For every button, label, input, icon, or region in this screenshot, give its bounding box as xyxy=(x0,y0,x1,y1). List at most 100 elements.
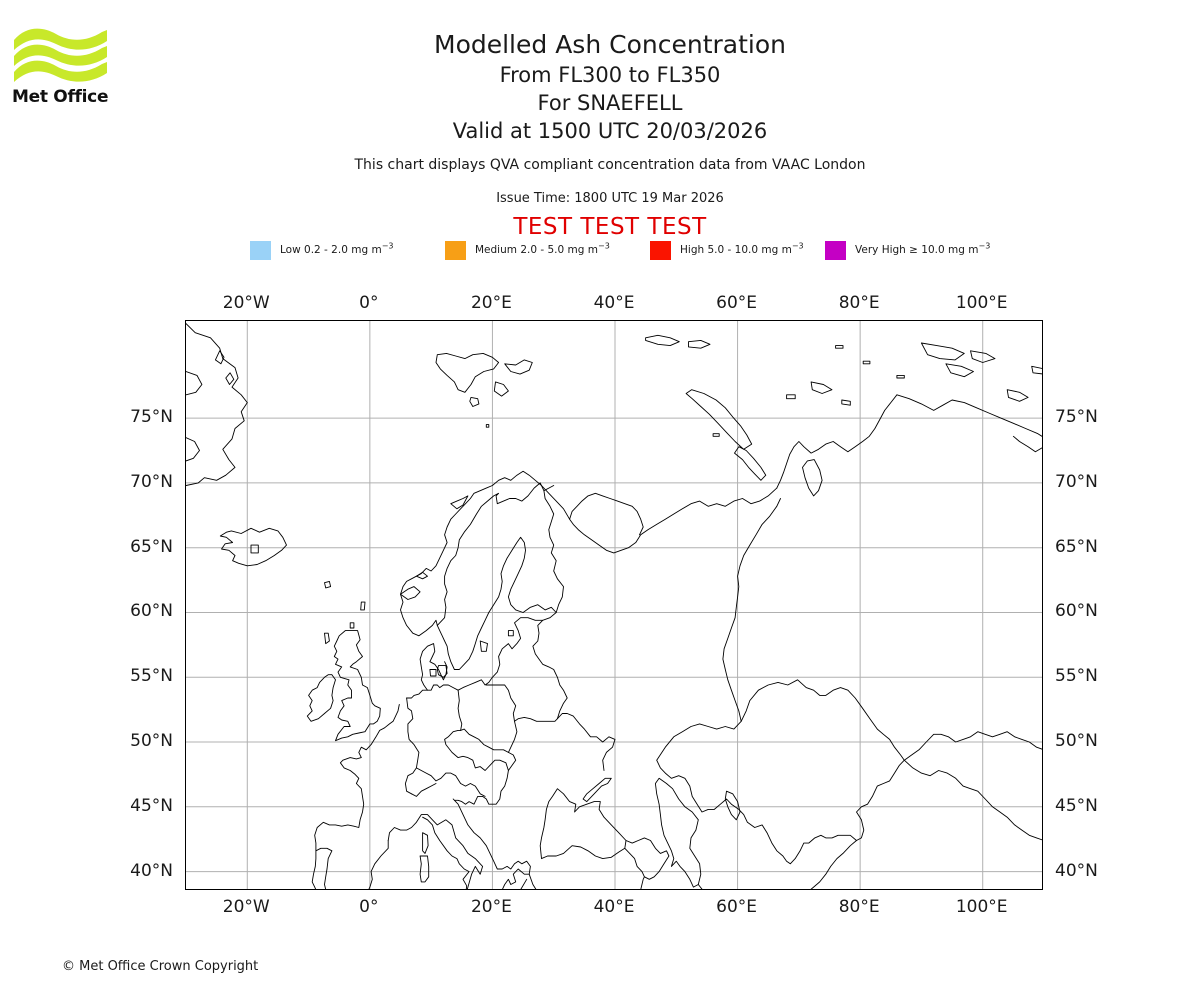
met-office-wave-icon xyxy=(14,28,107,82)
coastline-path-0 xyxy=(186,323,248,486)
coastline-path-9 xyxy=(485,424,490,428)
coastline-path-48 xyxy=(528,873,645,889)
coastline-path-58 xyxy=(422,832,429,854)
coastline-path-8 xyxy=(469,396,480,407)
coastline-path-45 xyxy=(724,790,741,821)
lat-tick-left-0: 40°N xyxy=(130,860,173,881)
coastline-path-49 xyxy=(444,689,509,805)
concentration-legend: Low 0.2 - 2.0 mg m−3 Medium 2.0 - 5.0 mg … xyxy=(250,240,990,260)
lon-tick-top-3: 40°E xyxy=(593,293,635,313)
coastline-path-63 xyxy=(722,498,781,722)
coastline-path-24 xyxy=(400,470,571,691)
legend-swatch-1 xyxy=(445,240,466,260)
coastline-path-26 xyxy=(415,571,428,580)
legend-item-2: High 5.0 - 10.0 mg m−3 xyxy=(650,240,804,260)
coastline-path-38 xyxy=(311,704,400,889)
coastline-path-78 xyxy=(697,840,857,889)
lat-tick-left-1: 45°N xyxy=(130,795,173,816)
coastline-path-64 xyxy=(543,485,564,613)
coastline-path-20 xyxy=(896,394,1042,437)
coastline-path-51 xyxy=(485,684,518,753)
coastline-path-76 xyxy=(903,731,1042,761)
lat-tick-left-7: 75°N xyxy=(130,407,173,428)
coastline-path-5 xyxy=(435,352,500,393)
lat-tick-right-0: 40°N xyxy=(1055,860,1098,881)
coastline-path-55 xyxy=(404,767,417,795)
coastline-path-37 xyxy=(349,622,355,629)
copyright-text: © Met Office Crown Copyright xyxy=(62,959,259,974)
lon-tick-bottom-6: 100°E xyxy=(955,897,1008,917)
coastline-path-43 xyxy=(582,777,612,803)
coastline-path-44 xyxy=(654,777,702,888)
lat-tick-right-1: 45°N xyxy=(1055,795,1098,816)
lat-tick-right-2: 50°N xyxy=(1055,731,1098,752)
coastline-path-22 xyxy=(802,459,823,497)
lat-tick-left-2: 50°N xyxy=(130,731,173,752)
coastline-path-74 xyxy=(810,381,833,394)
legend-label-0: Low 0.2 - 2.0 mg m−3 xyxy=(280,241,394,256)
coastlines-layer xyxy=(186,323,1042,889)
coastline-path-10 xyxy=(645,334,680,347)
coastline-path-32 xyxy=(324,580,332,589)
coastline-path-47 xyxy=(624,837,670,880)
coastline-path-25 xyxy=(400,586,421,600)
map-frame xyxy=(185,320,1043,890)
lat-tick-left-4: 60°N xyxy=(130,601,173,622)
coastline-path-28 xyxy=(436,665,448,678)
legend-item-0: Low 0.2 - 2.0 mg m−3 xyxy=(250,240,393,260)
coastline-path-14 xyxy=(920,342,965,361)
coastline-path-16 xyxy=(970,350,996,363)
coastline-path-65 xyxy=(436,482,545,626)
legend-swatch-3 xyxy=(825,240,846,260)
lat-tick-right-6: 70°N xyxy=(1055,471,1098,492)
coastline-path-54 xyxy=(411,783,437,797)
coastline-path-42 xyxy=(539,788,627,860)
lon-tick-top-4: 60°E xyxy=(716,293,757,313)
lon-tick-top-0: 20°W xyxy=(222,293,270,313)
coastline-path-57 xyxy=(419,855,430,883)
coastline-path-70 xyxy=(712,433,720,437)
coastline-path-19 xyxy=(896,374,905,379)
lon-tick-top-1: 0° xyxy=(359,293,379,313)
legend-label-1: Medium 2.0 - 5.0 mg m−3 xyxy=(475,241,610,256)
coastline-path-2 xyxy=(225,372,235,385)
coastline-path-69 xyxy=(786,394,796,400)
coastline-path-46 xyxy=(656,679,905,865)
graticule-gridlines xyxy=(186,321,1042,889)
lon-tick-bottom-1: 0° xyxy=(359,897,379,917)
coastline-path-77 xyxy=(903,759,1042,841)
coastline-path-62 xyxy=(532,619,568,720)
coastline-path-35 xyxy=(306,674,336,722)
legend-item-1: Medium 2.0 - 5.0 mg m−3 xyxy=(445,240,610,260)
coastline-path-1 xyxy=(214,350,225,365)
coastline-path-41 xyxy=(452,798,531,889)
coastline-path-67 xyxy=(479,640,488,652)
legend-swatch-0 xyxy=(250,240,271,260)
valid-time-line: Valid at 1500 UTC 20/03/2026 xyxy=(452,119,768,143)
flight-level-line: From FL300 to FL350 xyxy=(499,63,721,87)
coastline-path-3 xyxy=(186,371,203,396)
coastline-path-68 xyxy=(507,630,514,637)
lat-tick-right-3: 55°N xyxy=(1055,666,1098,687)
chart-subtitle: This chart displays QVA compliant concen… xyxy=(354,157,866,173)
coastline-path-6 xyxy=(504,359,533,375)
coastline-path-71 xyxy=(1006,389,1029,402)
lat-tick-right-4: 60°N xyxy=(1055,601,1098,622)
coastline-path-36 xyxy=(324,632,330,645)
coastline-path-27 xyxy=(450,495,469,510)
legend-swatch-2 xyxy=(650,240,671,260)
logo-text: Met Office xyxy=(12,87,109,107)
coastline-path-7 xyxy=(493,381,509,397)
coastline-path-31 xyxy=(250,544,259,554)
coastline-path-11 xyxy=(688,339,711,349)
coastline-path-50 xyxy=(460,728,517,771)
coastline-path-73 xyxy=(1012,435,1042,453)
test-banner: TEST TEST TEST xyxy=(513,214,707,240)
coastline-path-66 xyxy=(315,847,333,889)
lon-tick-bottom-2: 20°E xyxy=(470,897,512,917)
coastline-path-75 xyxy=(841,399,851,406)
lon-tick-bottom-4: 60°E xyxy=(716,897,757,917)
lon-tick-bottom-0: 20°W xyxy=(222,897,270,917)
map-canvas xyxy=(186,321,1042,889)
legend-label-2: High 5.0 - 10.0 mg m−3 xyxy=(680,241,804,256)
